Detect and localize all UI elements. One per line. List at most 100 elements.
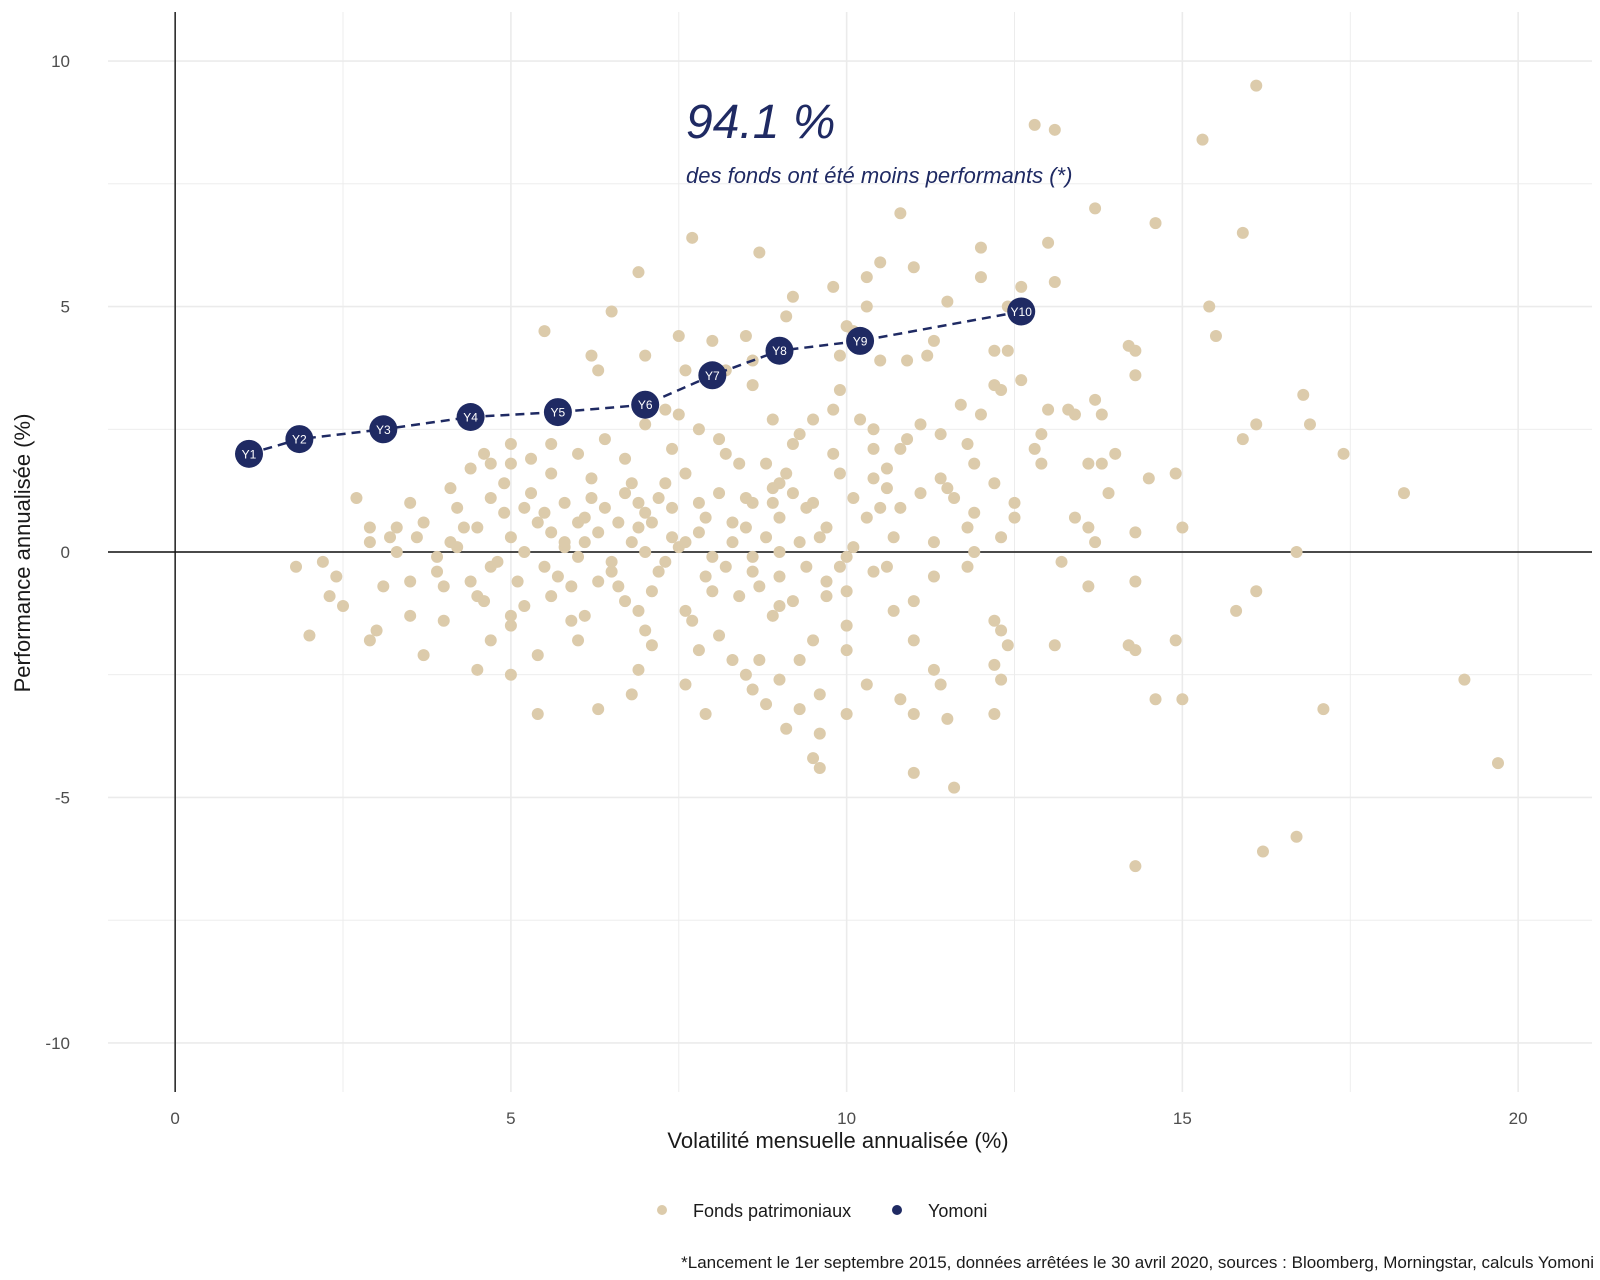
fund-point [739,521,752,534]
fund-point [619,487,632,500]
fund-point [833,384,846,396]
fund-point [1290,546,1303,558]
fund-point [968,506,981,519]
fund-point [948,492,961,504]
fund-point [639,349,652,362]
fund-point [733,590,746,603]
fund-point [431,550,444,563]
fund-point [760,531,773,544]
fund-point [827,447,840,460]
fund-point [773,673,786,686]
fund-point [773,546,786,558]
fund-point [659,403,672,416]
fund-point [652,492,665,504]
fund-point [592,575,605,588]
fund-point [1028,118,1041,131]
fund-point [1397,487,1410,500]
annotation-subtext: des fonds ont été moins performants (*) [686,163,1072,188]
fund-point [672,330,685,342]
fund-point [860,271,873,284]
fund-point [995,624,1008,637]
legend: Fonds patrimoniaux Yomoni [657,1201,987,1221]
fund-point [840,708,853,720]
fund-point [330,570,343,583]
yomoni-point-marker [698,361,727,390]
fund-point [961,560,974,573]
y-tick-label: 10 [51,52,70,71]
fund-point [431,565,444,578]
fund-point [840,644,853,657]
fund-point [504,438,517,450]
fund-point [907,766,920,779]
fund-point [484,560,497,573]
fund-point [585,349,598,362]
fund-point [753,246,766,259]
fund-point [995,531,1008,544]
fund-point [800,501,813,514]
fund-point [860,511,873,524]
fund-point [941,482,954,495]
fund-point [525,487,538,500]
axes: 0 5 10 15 20 -10 -5 0 5 10 [45,12,1592,1128]
fund-point [927,570,940,583]
fund-point [766,482,779,495]
fund-point [290,560,303,573]
fund-point [699,708,712,720]
fund-point [679,604,692,617]
fund-point [645,639,658,652]
fund-point [927,663,940,676]
fund-point [719,560,732,573]
fund-point [927,536,940,549]
fund-point [645,516,658,529]
yomoni-point-marker [631,390,660,419]
fund-point [934,428,947,441]
yomoni-point-label: Y7 [705,369,720,383]
fund-point [894,693,907,706]
legend-yomoni-label: Yomoni [928,1201,987,1221]
y-tick-label: 5 [61,298,70,317]
fund-point [504,619,517,632]
fund-point [518,546,531,558]
fund-point [907,261,920,274]
fund-point [471,521,484,534]
fund-point [1129,526,1142,539]
fund-point [572,550,585,563]
fund-point [612,516,625,529]
fund-point [746,683,759,696]
fund-point [639,624,652,637]
fund-point [565,580,578,593]
yomoni-point-label: Y4 [463,411,478,425]
yomoni-point: Y6 [631,390,660,419]
fund-point [1095,408,1108,421]
yomoni-point-label: Y8 [772,344,787,358]
yomoni-point-marker [235,439,264,468]
fund-point [1250,418,1263,431]
fund-point [692,644,705,657]
x-tick-label: 5 [506,1109,515,1128]
yomoni-point: Y3 [369,415,398,444]
fund-point [1102,487,1115,500]
fund-point [545,467,558,480]
fund-point [820,521,833,534]
fund-point [995,673,1008,686]
fund-point [719,447,732,460]
fund-point [880,560,893,573]
fund-point [578,609,591,622]
fund-point [592,364,605,377]
fund-point [585,472,598,485]
fund-point [464,462,477,475]
yomoni-point-label: Y9 [853,334,868,348]
fund-point [692,526,705,539]
fund-point [1149,217,1162,230]
fund-point [1109,447,1122,460]
yomoni-point: Y2 [285,425,314,454]
fund-point [786,290,799,303]
fund-point [780,467,793,480]
y-tick-label: -10 [45,1034,70,1053]
fund-point [988,477,1001,490]
fund-point [316,555,329,568]
fund-point [1256,845,1269,858]
fund-point [793,428,806,441]
fund-point [659,477,672,490]
fund-point [786,487,799,500]
